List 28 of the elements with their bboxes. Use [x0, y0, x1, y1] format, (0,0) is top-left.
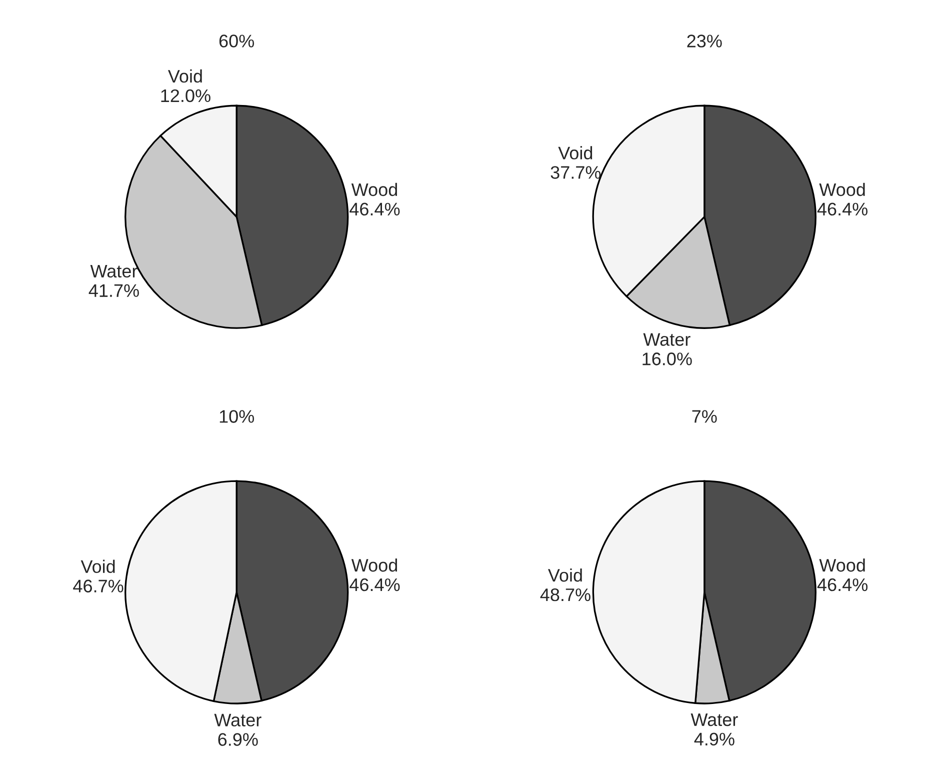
slice-label: Water [690, 713, 738, 726]
data-label: 4.9% [694, 732, 734, 746]
slice-label: Water [643, 333, 690, 346]
slice-label: Wood [819, 182, 865, 196]
chart-title: 7% [692, 410, 717, 423]
data-label: 46.4% [817, 578, 868, 592]
data-label: 46.7% [73, 580, 124, 592]
chart-title: 23% [687, 34, 722, 48]
data-label: 48.7% [540, 588, 590, 602]
chart-title: 10% [220, 410, 254, 423]
data-label: 41.7% [88, 284, 139, 297]
chart-title: 60% [219, 34, 254, 48]
slice-label: Void [548, 568, 582, 582]
slice-label: Wood [351, 558, 398, 572]
slice-label: Void [558, 146, 592, 160]
data-label: 46.4% [350, 202, 400, 216]
slice-label: Void [168, 69, 202, 83]
data-label: 46.4% [817, 202, 868, 216]
data-label: 46.4% [350, 578, 400, 592]
data-label: 16.0% [642, 352, 692, 366]
slice-label: Water [214, 714, 262, 726]
slice-label: Water [90, 264, 138, 278]
data-label: 37.7% [550, 166, 601, 179]
data-label: 12.0% [161, 89, 210, 102]
slice-label: Void [80, 560, 115, 574]
slice-label: Wood [351, 182, 397, 196]
slice-label: Wood [819, 558, 865, 572]
data-label: 6.9% [218, 733, 258, 746]
